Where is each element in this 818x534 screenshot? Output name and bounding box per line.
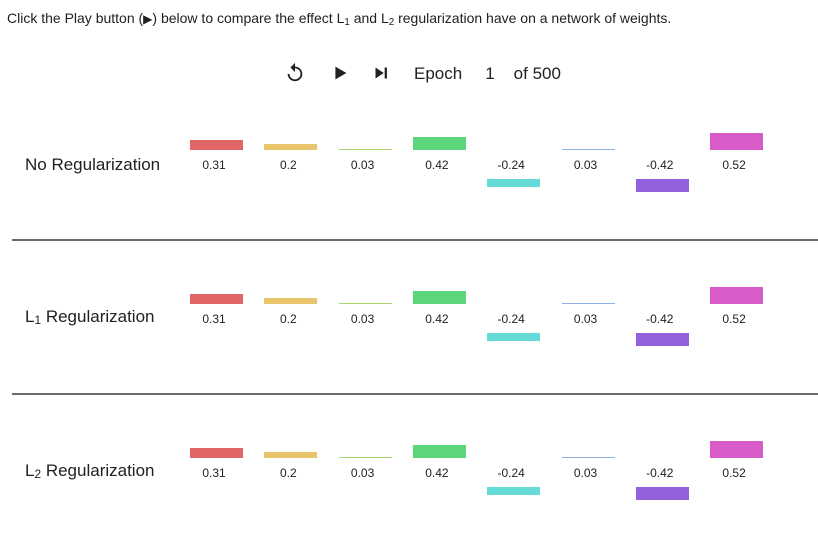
weight-bar — [338, 303, 392, 304]
epoch-counter: Epoch 1 of 500 — [414, 64, 561, 84]
weight-value: 0.31 — [202, 158, 226, 172]
weight-bar — [487, 487, 541, 495]
step-forward-button[interactable] — [370, 62, 394, 86]
weight-value: -0.42 — [646, 312, 674, 326]
row-divider — [12, 393, 818, 395]
row-label: No Regularization — [25, 155, 160, 175]
row-label-prefix: L — [25, 461, 35, 480]
instruction-suffix: regularization have on a network of weig… — [394, 10, 672, 26]
weight-value: -0.24 — [497, 158, 525, 172]
weight-bar — [338, 149, 392, 150]
row-label-prefix: L — [25, 307, 35, 326]
weight-value: 0.2 — [279, 158, 297, 172]
row-l1-regularization: L1 Regularization 0.31 0.2 0.03 0.42 -0.24 0.… — [0, 256, 818, 376]
weight-bar — [635, 333, 689, 347]
weight-bar — [710, 287, 764, 304]
weight-value: 0.2 — [279, 466, 297, 480]
row-label-main: No Regularization — [25, 155, 161, 174]
weight-bar — [561, 457, 615, 458]
weight-value: 0.2 — [279, 312, 297, 326]
reset-icon — [287, 62, 303, 82]
weight-value: 0.52 — [722, 158, 746, 172]
reset-button[interactable] — [284, 62, 308, 86]
weight-value: 0.42 — [425, 158, 449, 172]
weight-bar — [338, 457, 392, 458]
weight-bar — [412, 136, 466, 150]
weight-bar — [264, 451, 318, 458]
weight-bar — [710, 441, 764, 458]
weight-bar — [710, 133, 764, 150]
instruction-sub2: 2 — [388, 17, 395, 28]
weight-bar — [635, 487, 689, 501]
weight-bar — [412, 290, 466, 304]
inline-play-icon: ▶ — [143, 12, 153, 26]
weight-value: 0.03 — [573, 312, 598, 326]
weight-value: -0.24 — [497, 466, 525, 480]
weight-value: 0.03 — [350, 312, 375, 326]
playback-controls: Epoch 1 of 500 — [0, 62, 818, 92]
row-label-subscript: 1 — [34, 313, 42, 327]
instruction-and: and L — [349, 10, 389, 26]
instruction-prefix: Click the Play button ( — [7, 10, 144, 26]
weight-value: -0.42 — [646, 466, 674, 480]
weight-value: 0.03 — [350, 466, 375, 480]
step-forward-icon — [375, 67, 387, 79]
weight-value: 0.52 — [722, 312, 746, 326]
weight-bar — [190, 140, 243, 150]
weight-value: 0.42 — [425, 312, 449, 326]
weight-bar — [412, 444, 466, 458]
weight-bar — [190, 448, 243, 458]
row-no-regularization: No Regularization 0.31 0.2 0.03 0.42 -0.24 0.… — [0, 102, 818, 222]
instruction-text: Click the Play button (▶) below to compa… — [7, 10, 672, 28]
row-label-subscript: 2 — [34, 467, 42, 481]
row-label: L2 Regularization — [25, 461, 155, 481]
weight-value: 0.03 — [573, 158, 598, 172]
play-button[interactable] — [329, 62, 353, 86]
weight-bar — [264, 297, 318, 304]
epoch-total: of 500 — [513, 64, 561, 83]
weight-value: -0.24 — [497, 312, 525, 326]
weight-value: 0.31 — [202, 466, 226, 480]
instruction-middle: ) below to compare the effect L — [152, 10, 345, 26]
row-label: L1 Regularization — [25, 307, 155, 327]
epoch-label: Epoch — [414, 64, 463, 83]
row-divider — [12, 239, 818, 241]
row-label-suffix: Regularization — [41, 461, 155, 480]
play-icon — [335, 66, 347, 80]
epoch-value: 1 — [485, 64, 495, 83]
weight-bar — [561, 303, 615, 304]
weight-value: 0.31 — [202, 312, 226, 326]
row-l2-regularization: L2 Regularization 0.31 0.2 0.03 0.42 -0.24 0.… — [0, 410, 818, 530]
weight-bar — [487, 333, 541, 341]
weight-bar — [190, 294, 243, 304]
weight-bar — [487, 179, 541, 187]
instruction-sub1: 1 — [344, 17, 350, 28]
weight-value: 0.03 — [573, 466, 598, 480]
weight-value: 0.42 — [425, 466, 449, 480]
weight-value: 0.52 — [722, 466, 746, 480]
weight-value: -0.42 — [646, 158, 674, 172]
weight-value: 0.03 — [350, 158, 375, 172]
weight-bar — [635, 179, 689, 193]
weight-bar — [561, 149, 615, 150]
weight-bar — [264, 143, 318, 150]
row-label-suffix: Regularization — [41, 307, 155, 326]
